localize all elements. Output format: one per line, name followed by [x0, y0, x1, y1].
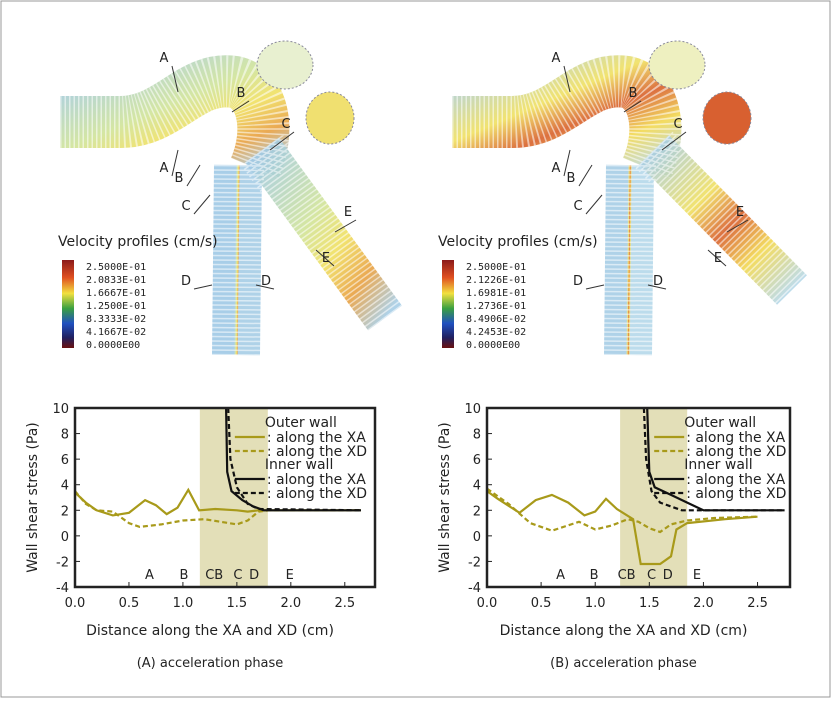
legend-label: 2.5000E-01	[466, 262, 526, 273]
x-tick-label: 2.0	[280, 596, 301, 611]
annotation: A	[556, 568, 565, 583]
legend-label: 4.2453E-02	[466, 327, 526, 338]
x-tick-label: 0.5	[531, 596, 552, 611]
annotation: D	[249, 568, 259, 583]
y-axis-label: Wall shear stress (Pa)	[437, 422, 453, 573]
legend-label: : along the XD	[686, 486, 786, 502]
legend-title: Velocity profiles (cm/s)	[438, 234, 598, 250]
section-label: D	[653, 274, 663, 289]
section-label: D	[261, 274, 271, 289]
annotation: E	[286, 568, 294, 583]
color-bar	[442, 260, 454, 348]
y-tick-label: -4	[56, 581, 69, 596]
legend-label: 8.4906E-02	[466, 314, 526, 325]
annotation: C	[233, 568, 242, 583]
annotation: CB	[618, 568, 636, 583]
section-label: C	[181, 199, 190, 214]
section-label: A	[552, 161, 561, 176]
y-tick-label: 4	[61, 479, 69, 494]
annotation: B	[180, 568, 189, 583]
annotation: D	[663, 568, 673, 583]
y-tick-label: -4	[468, 581, 481, 596]
section-label: B	[237, 86, 246, 101]
label-leader	[194, 195, 210, 214]
legend-label: 1.6667E-01	[86, 288, 146, 299]
section-label: B	[175, 171, 184, 186]
section-label: C	[673, 117, 682, 132]
legend-group: Outer wall	[684, 415, 756, 431]
annotation: CB	[205, 568, 223, 583]
y-tick-label: -2	[56, 555, 69, 570]
legend-label: 1.2500E-01	[86, 301, 146, 312]
legend-label: 8.3333E-02	[86, 314, 146, 325]
legend-label: 1.2736E-01	[466, 301, 526, 312]
y-tick-label: 2	[473, 504, 481, 519]
x-tick-label: 0.0	[477, 596, 498, 611]
x-tick-label: 1.0	[585, 596, 606, 611]
section-label: B	[629, 86, 638, 101]
legend-label: 2.5000E-01	[86, 262, 146, 273]
section-label: B	[567, 171, 576, 186]
section-label: A	[160, 161, 169, 176]
annotation: E	[693, 568, 701, 583]
section-label: A	[160, 51, 169, 66]
figure: Velocity profiles (cm/s) 2.5000E-01 2.0833…	[0, 0, 832, 699]
y-tick-label: 8	[473, 428, 481, 443]
x-tick-label: 1.5	[227, 596, 248, 611]
y-tick-label: 0	[473, 530, 481, 545]
section-label: A	[552, 51, 561, 66]
caption: (B) acceleration phase	[550, 656, 697, 671]
y-tick-label: 10	[52, 402, 69, 417]
y-tick-label: 6	[473, 453, 481, 468]
legend-group: Outer wall	[265, 415, 337, 431]
section-label: C	[573, 199, 582, 214]
x-axis-label: Distance along the XA and XD (cm)	[500, 623, 748, 639]
label-leader	[586, 285, 604, 289]
y-tick-label: 6	[61, 453, 69, 468]
y-tick-label: 10	[464, 402, 481, 417]
annotation: A	[145, 568, 154, 583]
x-tick-label: 2.5	[334, 596, 355, 611]
x-tick-label: 1.0	[173, 596, 194, 611]
section-label: E	[322, 251, 330, 266]
color-bar	[62, 260, 74, 348]
section-label: E	[344, 205, 352, 220]
y-tick-label: 0	[61, 530, 69, 545]
y-tick-label: 4	[473, 479, 481, 494]
x-tick-label: 0.5	[119, 596, 140, 611]
x-axis-label: Distance along the XA and XD (cm)	[86, 623, 334, 639]
label-leader	[187, 165, 200, 186]
annotation: B	[590, 568, 599, 583]
legend-group: Inner wall	[684, 457, 753, 473]
legend-label: 0.0000E00	[86, 340, 140, 351]
legend-label: 0.0000E00	[466, 340, 520, 351]
legend-title: Velocity profiles (cm/s)	[58, 234, 218, 250]
y-tick-label: 2	[61, 504, 69, 519]
label-leader	[586, 195, 602, 214]
shaded-region	[200, 408, 268, 587]
caption: (A) acceleration phase	[137, 656, 284, 671]
annotation: C	[647, 568, 656, 583]
legend-label: : along the XD	[267, 486, 367, 502]
section-label: D	[573, 274, 583, 289]
section-label: D	[181, 274, 191, 289]
legend-label: 1.6981E-01	[466, 288, 526, 299]
x-tick-label: 2.5	[747, 596, 768, 611]
x-tick-label: 1.5	[639, 596, 660, 611]
label-leader	[579, 165, 592, 186]
label-leader	[194, 285, 212, 289]
y-axis-label: Wall shear stress (Pa)	[25, 422, 41, 573]
y-tick-label: -2	[468, 555, 481, 570]
y-tick-label: 8	[61, 428, 69, 443]
section-label: E	[714, 251, 722, 266]
x-tick-label: 2.0	[693, 596, 714, 611]
legend-group: Inner wall	[265, 457, 334, 473]
legend-label: 2.1226E-01	[466, 275, 526, 286]
section-label: E	[736, 205, 744, 220]
section-label: C	[281, 117, 290, 132]
x-tick-label: 0.0	[65, 596, 86, 611]
legend-label: 4.1667E-02	[86, 327, 146, 338]
legend-label: 2.0833E-01	[86, 275, 146, 286]
